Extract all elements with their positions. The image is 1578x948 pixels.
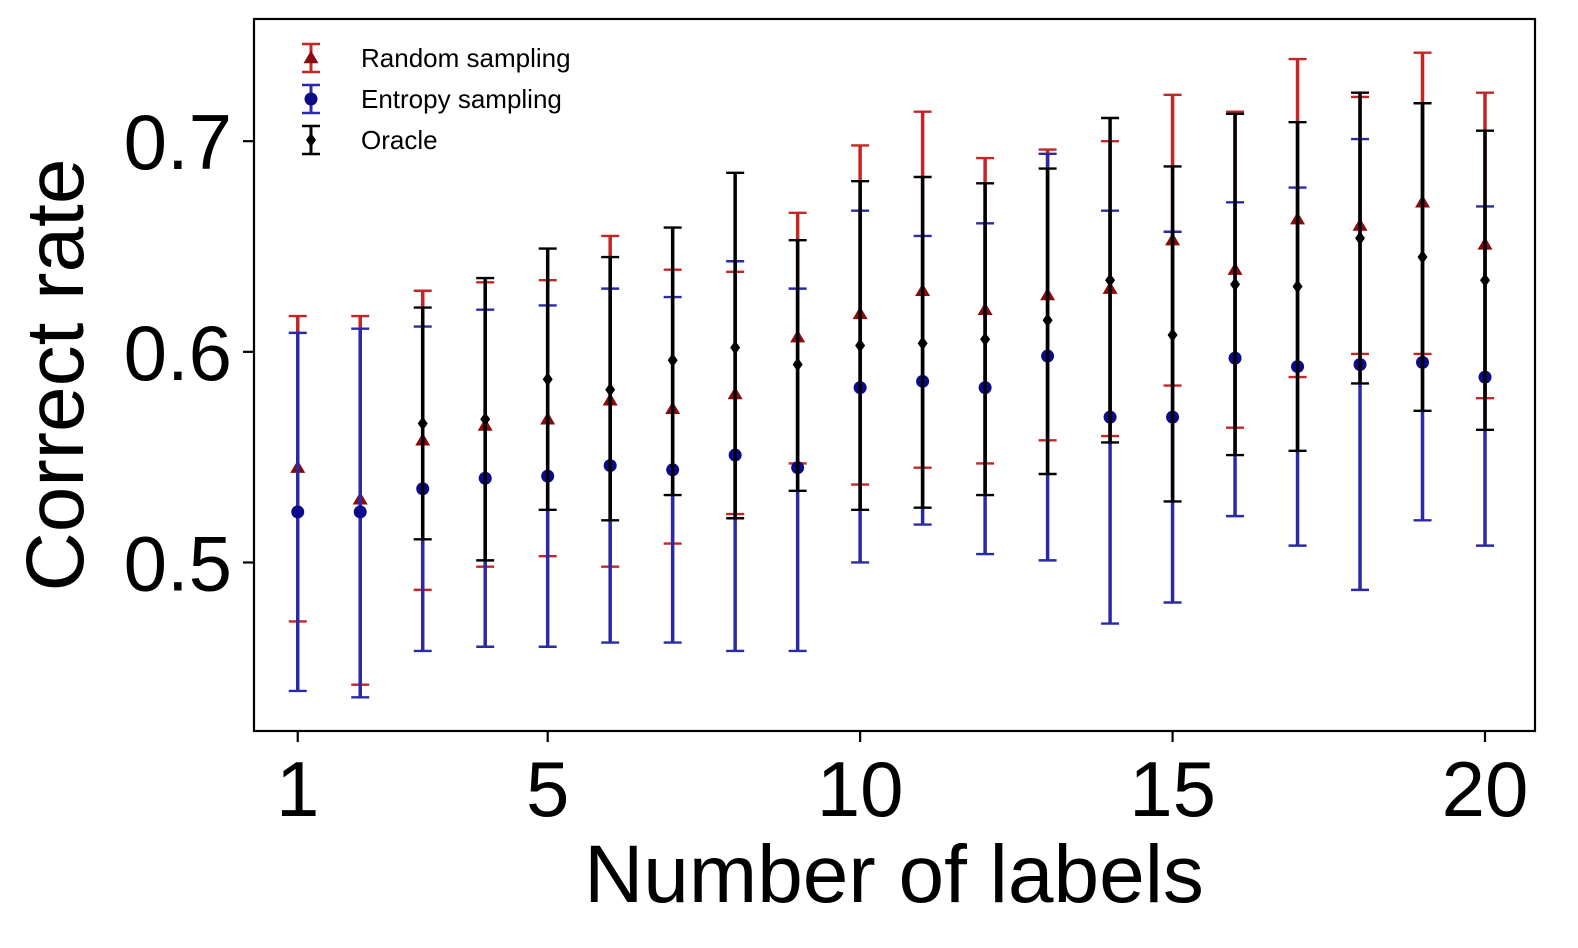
y-tick-label: 0.6 [124,309,232,397]
series-2 [413,91,1495,562]
legend-label-entropy: Entropy sampling [361,84,562,114]
data-layer [288,51,1495,699]
data-point [1230,277,1241,292]
x-tick-label: 15 [1129,745,1216,833]
data-point [730,340,741,355]
y-axis-label: Correct rate [10,159,101,592]
legend-marker [304,92,318,106]
data-point [1292,279,1303,294]
legend-glyph-oracle [302,124,320,156]
legend-glyph-random [302,42,320,74]
data-point [542,372,553,387]
data-point [1167,327,1178,342]
legend-label-random: Random sampling [361,43,571,73]
data-point [1355,231,1366,246]
x-tick-label: 20 [1442,745,1529,833]
x-tick-label: 1 [276,745,319,833]
data-point [605,382,616,397]
legend-item-entropy: Entropy sampling [302,83,562,115]
legend-item-random: Random sampling [302,42,571,74]
data-point [855,338,866,353]
x-tick-label: 5 [526,745,569,833]
data-point [291,505,305,519]
x-axis: 1 5 10 15 20 [276,731,1528,833]
data-point [980,332,991,347]
x-axis-label: Number of labels [584,829,1204,920]
data-point [1042,313,1053,328]
y-tick-label: 0.5 [124,519,232,607]
data-point [792,357,803,372]
data-point [1480,273,1491,288]
data-point [917,336,928,351]
x-tick-label: 10 [817,745,904,833]
y-axis: 0.5 0.6 0.7 [124,98,254,607]
legend-label-oracle: Oracle [361,125,438,155]
plot-frame [252,17,1537,733]
legend-glyph-entropy [302,83,320,115]
legend-marker [303,50,319,64]
data-point [1417,250,1428,265]
legend-item-oracle: Oracle [302,124,438,156]
data-point [353,505,367,519]
data-point [417,416,428,431]
data-point [667,353,678,368]
legend-marker [306,133,316,147]
legend: Random sampling Entropy sampling Oracle [302,42,571,156]
data-point [480,412,491,427]
y-tick-label: 0.7 [124,98,232,186]
data-point [1105,273,1116,288]
